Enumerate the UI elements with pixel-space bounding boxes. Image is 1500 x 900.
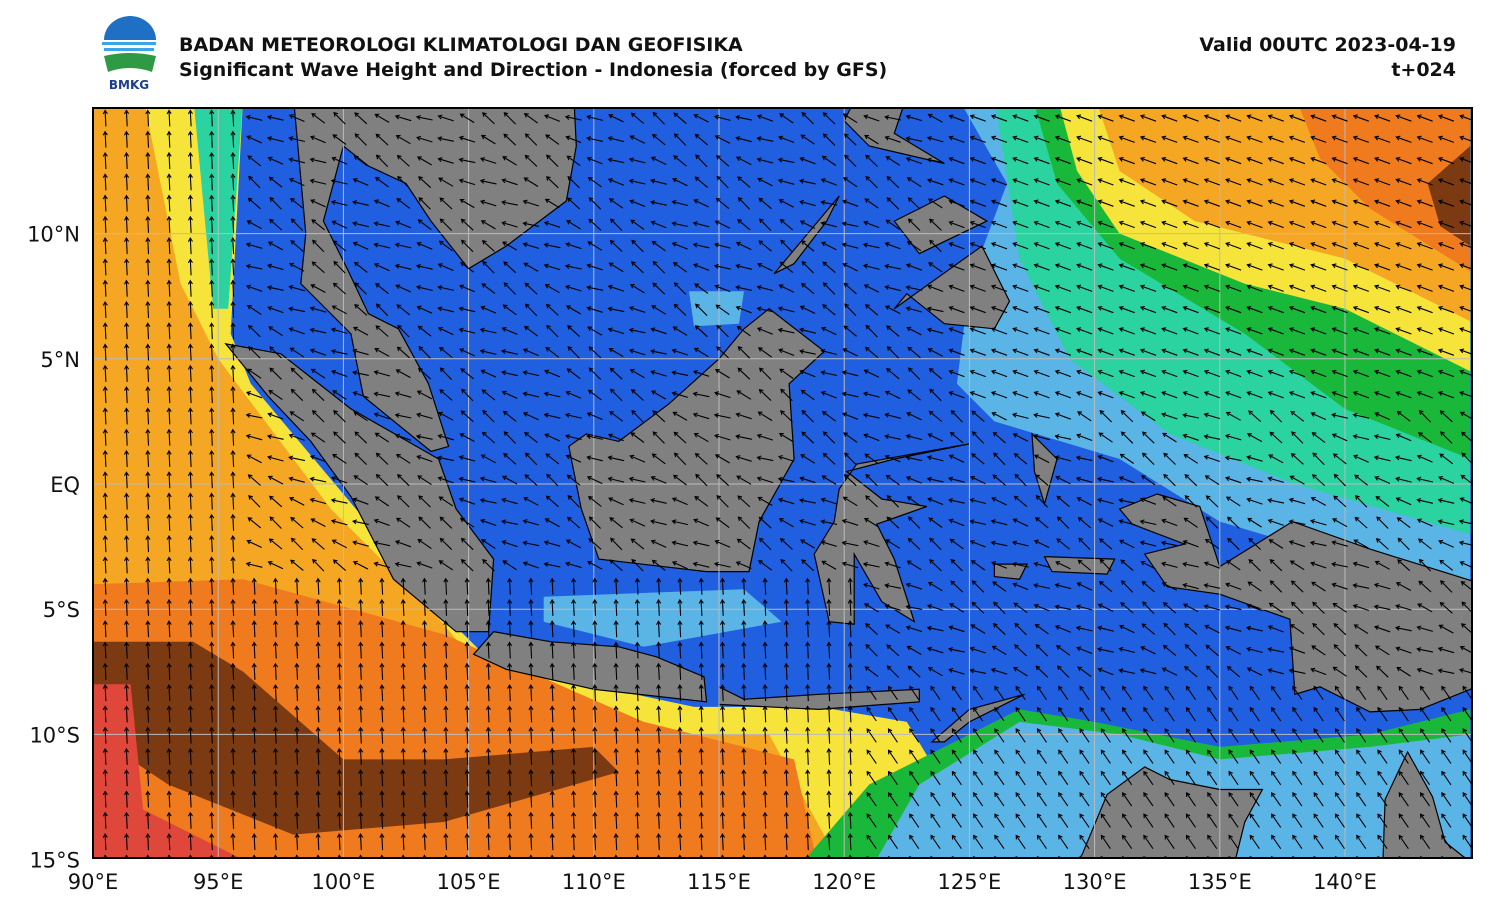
header-subtitle: Significant Wave Height and Direction - … xyxy=(179,59,887,81)
y-axis-label: EQ xyxy=(50,473,80,497)
map xyxy=(93,108,1472,858)
land xyxy=(893,195,989,255)
y-axis-label: 10°N xyxy=(27,223,80,247)
logo: BMKG xyxy=(102,16,156,92)
land xyxy=(568,307,826,573)
x-axis-label: 115°E xyxy=(687,870,751,894)
land xyxy=(1043,555,1116,575)
x-axis-label: 100°E xyxy=(311,870,375,894)
y-axis-label: 10°S xyxy=(29,723,80,747)
wave-zone xyxy=(93,641,619,835)
wave-direction-arrows xyxy=(102,109,1472,858)
y-axis-label: 5°N xyxy=(40,348,80,372)
lead-time: t+024 xyxy=(1391,59,1456,81)
x-axis-label: 140°E xyxy=(1313,870,1377,894)
y-axis-label: 5°S xyxy=(43,598,80,622)
wave-zone xyxy=(689,291,744,327)
wave-zone xyxy=(93,684,241,858)
wave-zone xyxy=(1299,108,1471,272)
valid-time: Valid 00UTC 2023-04-19 xyxy=(1199,34,1456,56)
x-axis-label: 135°E xyxy=(1188,870,1252,894)
x-axis-label: 130°E xyxy=(1063,870,1127,894)
x-axis-label: 90°E xyxy=(68,870,119,894)
logo-text: BMKG xyxy=(109,78,149,92)
x-axis-label: 95°E xyxy=(193,870,244,894)
x-axis-label: 120°E xyxy=(812,870,876,894)
axes: 90°E 95°E 100°E 105°E 110°E 115°E 120°E 125°E 13… xyxy=(27,223,1377,894)
x-axis-label: 105°E xyxy=(437,870,501,894)
wave-zone xyxy=(1427,146,1471,247)
land xyxy=(813,443,970,625)
land xyxy=(718,685,920,711)
map-frame xyxy=(92,107,1473,859)
land xyxy=(773,195,840,275)
y-axis-label: 15°S xyxy=(29,849,80,873)
header-title: BADAN METEOROLOGI KLIMATOLOGI DAN GEOFIS… xyxy=(179,34,743,56)
land xyxy=(293,108,577,453)
land xyxy=(893,245,1011,330)
x-axis-label: 125°E xyxy=(937,870,1001,894)
x-axis-label: 110°E xyxy=(562,870,626,894)
